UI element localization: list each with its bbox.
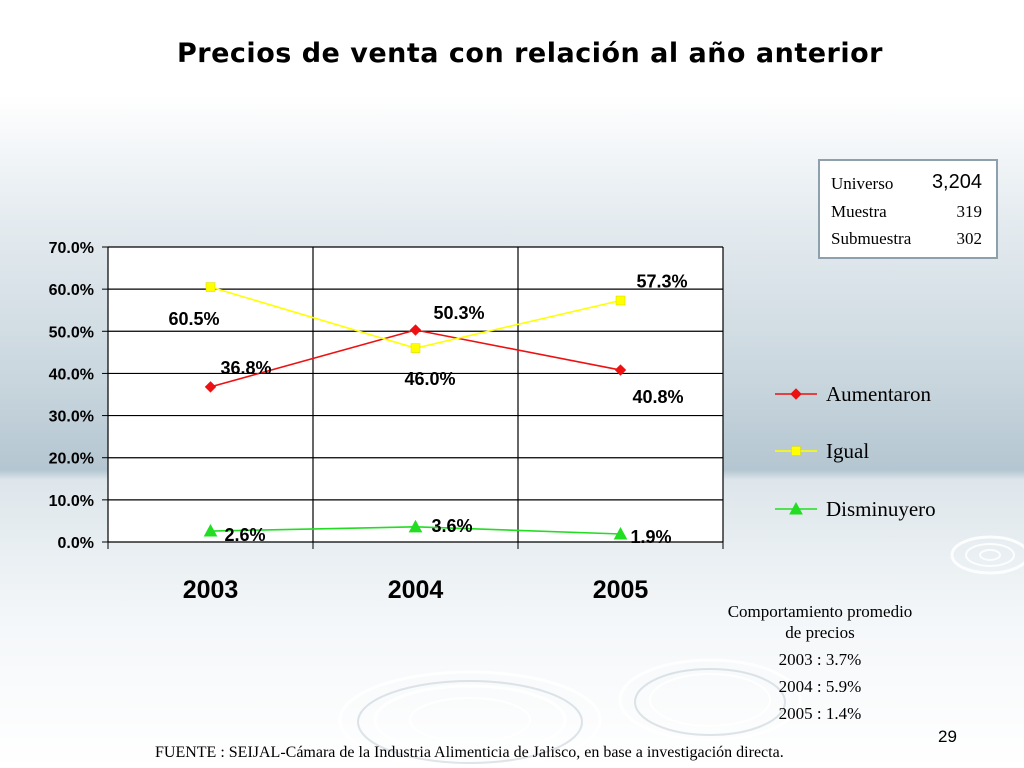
subsample-value: 302 xyxy=(956,229,983,248)
data-label: 2.6% xyxy=(225,525,266,545)
data-point xyxy=(203,523,218,537)
data-label: 57.3% xyxy=(637,272,688,292)
behavior-line: 2003 : 3.7% xyxy=(778,650,862,669)
data-point xyxy=(613,526,628,540)
behavior-line: de precios xyxy=(785,623,855,642)
x-tick-label: 2003 xyxy=(183,576,239,604)
slide-title: Precios de venta con relación al año ant… xyxy=(177,38,883,69)
data-point xyxy=(205,282,216,292)
y-tick-label: 60.0% xyxy=(49,282,94,299)
data-label: 1.9% xyxy=(631,527,672,547)
data-label: 3.6% xyxy=(432,516,473,536)
data-point xyxy=(614,364,627,376)
legend-label: Aumentaron xyxy=(826,382,931,406)
sample-value: 319 xyxy=(956,202,983,221)
data-label: 50.3% xyxy=(434,303,485,323)
x-tick-label: 2004 xyxy=(388,576,444,604)
data-point xyxy=(409,324,422,336)
data-label: 40.8% xyxy=(633,387,684,407)
sample-label: Muestra xyxy=(831,202,887,221)
data-point xyxy=(204,381,217,393)
legend-label: Igual xyxy=(826,439,869,463)
legend-marker xyxy=(790,388,802,400)
y-tick-label: 10.0% xyxy=(49,493,94,510)
y-tick-label: 0.0% xyxy=(58,535,94,552)
y-tick-label: 70.0% xyxy=(49,240,94,257)
data-point xyxy=(410,343,421,353)
data-label: 60.5% xyxy=(169,309,220,329)
behavior-line: Comportamiento promedio xyxy=(727,602,913,621)
data-point xyxy=(615,295,626,306)
subsample-label: Submuestra xyxy=(831,229,912,248)
y-tick-label: 30.0% xyxy=(49,409,94,426)
y-tick-label: 50.0% xyxy=(49,324,94,341)
source-note: FUENTE : SEIJAL-Cámara de la Industria A… xyxy=(155,744,784,761)
x-tick-label: 2005 xyxy=(593,576,649,604)
y-tick-label: 20.0% xyxy=(49,451,94,468)
plot-area xyxy=(108,247,723,542)
universe-value: 3,204 xyxy=(931,171,982,193)
legend-marker xyxy=(789,501,803,515)
y-tick-label: 40.0% xyxy=(49,366,94,383)
behavior-line: 2004 : 5.9% xyxy=(778,677,862,696)
legend-label: Disminuyero xyxy=(826,497,936,521)
data-label: 46.0% xyxy=(405,369,456,389)
behavior-line: 2005 : 1.4% xyxy=(778,704,862,723)
universe-label: Universo xyxy=(831,174,894,193)
data-label: 36.8% xyxy=(221,358,272,378)
data-point xyxy=(408,519,423,533)
legend-marker xyxy=(791,446,801,456)
page-number: 29 xyxy=(938,727,957,746)
universe-box: Universo 3,204 Muestra 319 Submuestra 30… xyxy=(818,159,998,259)
price-behavior-note: Comportamiento promedio de precios 2003 … xyxy=(690,598,950,727)
